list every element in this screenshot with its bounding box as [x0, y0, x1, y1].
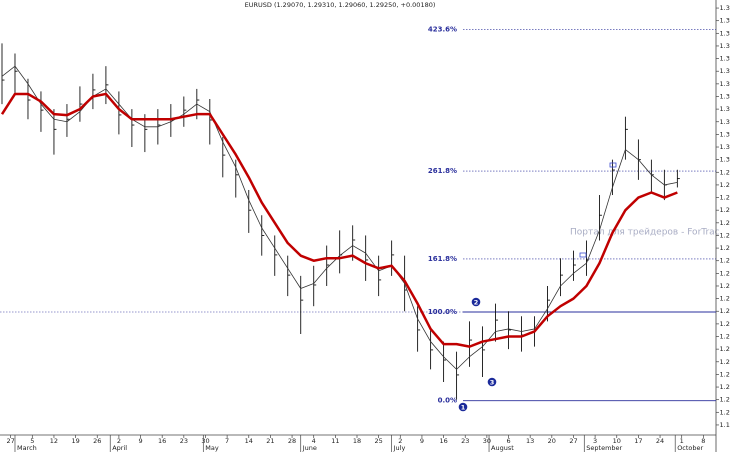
x-tick-label: 2: [398, 437, 402, 445]
month-label: September: [586, 444, 622, 452]
signal-icon: [579, 252, 587, 258]
fib-label: 261.8%: [428, 167, 457, 175]
y-tick-label: 1.230: [720, 333, 730, 341]
x-tick-label: 27: [7, 437, 15, 445]
moving-average: [0, 92, 678, 348]
y-tick-label: 1.265: [720, 244, 730, 252]
chart-title: EURUSD (1.29070, 1.29310, 1.29060, 1.292…: [245, 1, 436, 9]
y-tick-label: 1.245: [720, 295, 730, 303]
x-tick-label: 30: [201, 437, 209, 445]
y-tick-label: 1.240: [720, 307, 730, 315]
y-tick-label: 1.360: [720, 4, 730, 12]
x-tick-label: 14: [245, 437, 253, 445]
month-label: April: [112, 444, 127, 452]
x-tick-label: 9: [420, 437, 424, 445]
x-tick-label: 21: [266, 437, 274, 445]
y-tick-label: 1.200: [720, 408, 730, 416]
x-tick-label: 5: [30, 437, 34, 445]
y-tick-label: 1.305: [720, 143, 730, 151]
y-tick-label: 1.220: [720, 358, 730, 366]
wave-label: 1: [461, 403, 466, 411]
y-tick-label: 1.275: [720, 219, 730, 227]
x-tick-label: 16: [439, 437, 447, 445]
signal-icon: [609, 162, 617, 168]
month-label: July: [393, 444, 406, 452]
y-tick-label: 1.205: [720, 396, 730, 404]
y-tick-label: 1.320: [720, 105, 730, 113]
x-tick-label: 16: [158, 437, 166, 445]
wave-label: 2: [474, 298, 479, 306]
x-tick-label: 26: [93, 437, 101, 445]
month-label: March: [17, 444, 37, 452]
month-label: October: [677, 444, 703, 452]
x-tick-label: 12: [50, 437, 58, 445]
x-tick-label: 11: [331, 437, 339, 445]
x-tick-label: 20: [548, 437, 556, 445]
x-tick-label: 7: [225, 437, 229, 445]
wave-marker: [458, 402, 468, 412]
y-tick-label: 1.260: [720, 257, 730, 265]
fib-label: 100.0%: [428, 308, 457, 316]
y-tick-label: 1.210: [720, 383, 730, 391]
y-tick-label: 1.285: [720, 194, 730, 202]
x-tick-label: 24: [656, 437, 664, 445]
y-tick-label: 1.215: [720, 370, 730, 378]
x-tick-label: 27: [569, 437, 577, 445]
x-tick-label: 1: [680, 437, 684, 445]
x-tick-label: 28: [288, 437, 296, 445]
y-tick-label: 1.330: [720, 80, 730, 88]
fib-label: 161.8%: [428, 255, 457, 263]
y-tick-label: 1.345: [720, 42, 730, 50]
y-tick-label: 1.250: [720, 282, 730, 290]
x-tick-label: 17: [634, 437, 642, 445]
wave-marker: [471, 297, 481, 307]
y-tick-label: 1.350: [720, 29, 730, 37]
y-tick-label: 1.325: [720, 92, 730, 100]
month-label: May: [205, 444, 219, 452]
month-label: June: [302, 444, 317, 452]
x-tick-label: 13: [526, 437, 534, 445]
watermark: Портал для трейдеров - ForTrac: [570, 228, 720, 238]
x-tick-label: 3: [593, 437, 597, 445]
wave-label: 3: [490, 378, 495, 386]
y-tick-label: 1.290: [720, 181, 730, 189]
x-tick-label: 18: [353, 437, 361, 445]
y-tick-label: 1.310: [720, 130, 730, 138]
x-tick-label: 19: [71, 437, 79, 445]
y-tick-label: 1.335: [720, 67, 730, 75]
y-tick-label: 1.295: [720, 168, 730, 176]
fib-label: 0.0%: [438, 397, 457, 405]
x-tick-label: 6: [506, 437, 510, 445]
y-tick-label: 1.195: [720, 421, 730, 429]
y-tick-label: 1.300: [720, 156, 730, 164]
x-tick-label: 10: [613, 437, 621, 445]
x-tick-label: 2: [117, 437, 121, 445]
x-tick-label: 25: [375, 437, 383, 445]
x-tick-label: 30: [483, 437, 491, 445]
y-tick-label: 1.315: [720, 118, 730, 126]
x-tick-label: 8: [701, 437, 705, 445]
y-tick-label: 1.225: [720, 345, 730, 353]
y-tick-label: 1.255: [720, 269, 730, 277]
month-label: August: [491, 444, 514, 452]
moving-average: [1, 65, 678, 370]
wave-marker: [487, 377, 497, 387]
y-tick-label: 1.235: [720, 320, 730, 328]
x-tick-label: 9: [138, 437, 142, 445]
x-tick-label: 23: [461, 437, 469, 445]
y-tick-label: 1.280: [720, 206, 730, 214]
fib-label: 423.6%: [428, 26, 457, 34]
y-tick-label: 1.355: [720, 17, 730, 25]
x-tick-label: 23: [180, 437, 188, 445]
y-tick-label: 1.270: [720, 231, 730, 239]
y-tick-label: 1.340: [720, 55, 730, 63]
x-tick-label: 4: [312, 437, 316, 445]
